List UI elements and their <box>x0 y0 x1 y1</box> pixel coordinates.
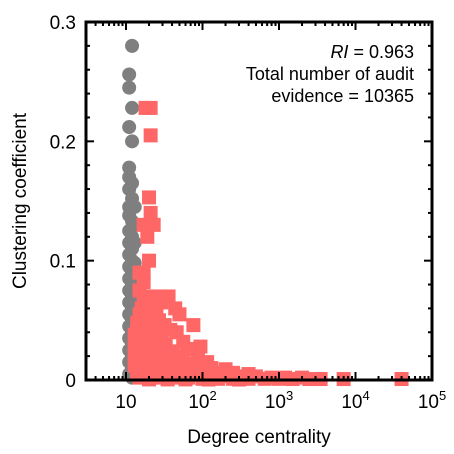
data-point <box>122 120 137 135</box>
data-point <box>172 307 187 322</box>
axis-ticks <box>85 21 433 381</box>
y-tick-label: 0.1 <box>50 252 76 273</box>
y-axis-title: Clustering coefficient <box>10 112 31 289</box>
y-tick-label: 0 <box>65 371 76 392</box>
data-point <box>143 205 158 220</box>
x-tick-label: 102 <box>188 388 216 413</box>
data-point <box>143 128 158 143</box>
x-tick-labels: 10 102 103 104 105 <box>115 388 446 413</box>
x-tick-label: 103 <box>265 388 293 413</box>
data-point <box>161 289 176 304</box>
annotation-line2: Total number of audit <box>246 64 414 84</box>
data-point <box>143 100 158 115</box>
annotation-line3: evidence = 10365 <box>271 86 414 106</box>
series-red-squares <box>127 100 409 387</box>
plot-frame <box>84 20 434 382</box>
y-tick-labels: 0 0.1 0.2 0.3 <box>50 13 76 392</box>
data-point <box>142 190 157 205</box>
data-point <box>146 217 161 232</box>
data-point <box>125 134 140 149</box>
annotation-ri: RI = 0.963 <box>330 42 414 62</box>
data-point <box>140 229 155 244</box>
x-tick-label: 105 <box>418 388 446 413</box>
x-tick-label: 10 <box>115 392 136 413</box>
annotation: RI = 0.963 Total number of audit evidenc… <box>246 42 414 106</box>
y-tick-label: 0.2 <box>50 132 76 153</box>
x-tick-label: 104 <box>341 388 369 413</box>
data-point <box>122 67 137 82</box>
data-point <box>122 80 137 95</box>
data-point <box>125 38 140 53</box>
data-point <box>125 100 140 115</box>
data-point <box>142 253 157 268</box>
y-tick-label: 0.3 <box>50 13 76 34</box>
x-axis-title: Degree centrality <box>187 427 331 448</box>
data-point <box>186 318 201 333</box>
